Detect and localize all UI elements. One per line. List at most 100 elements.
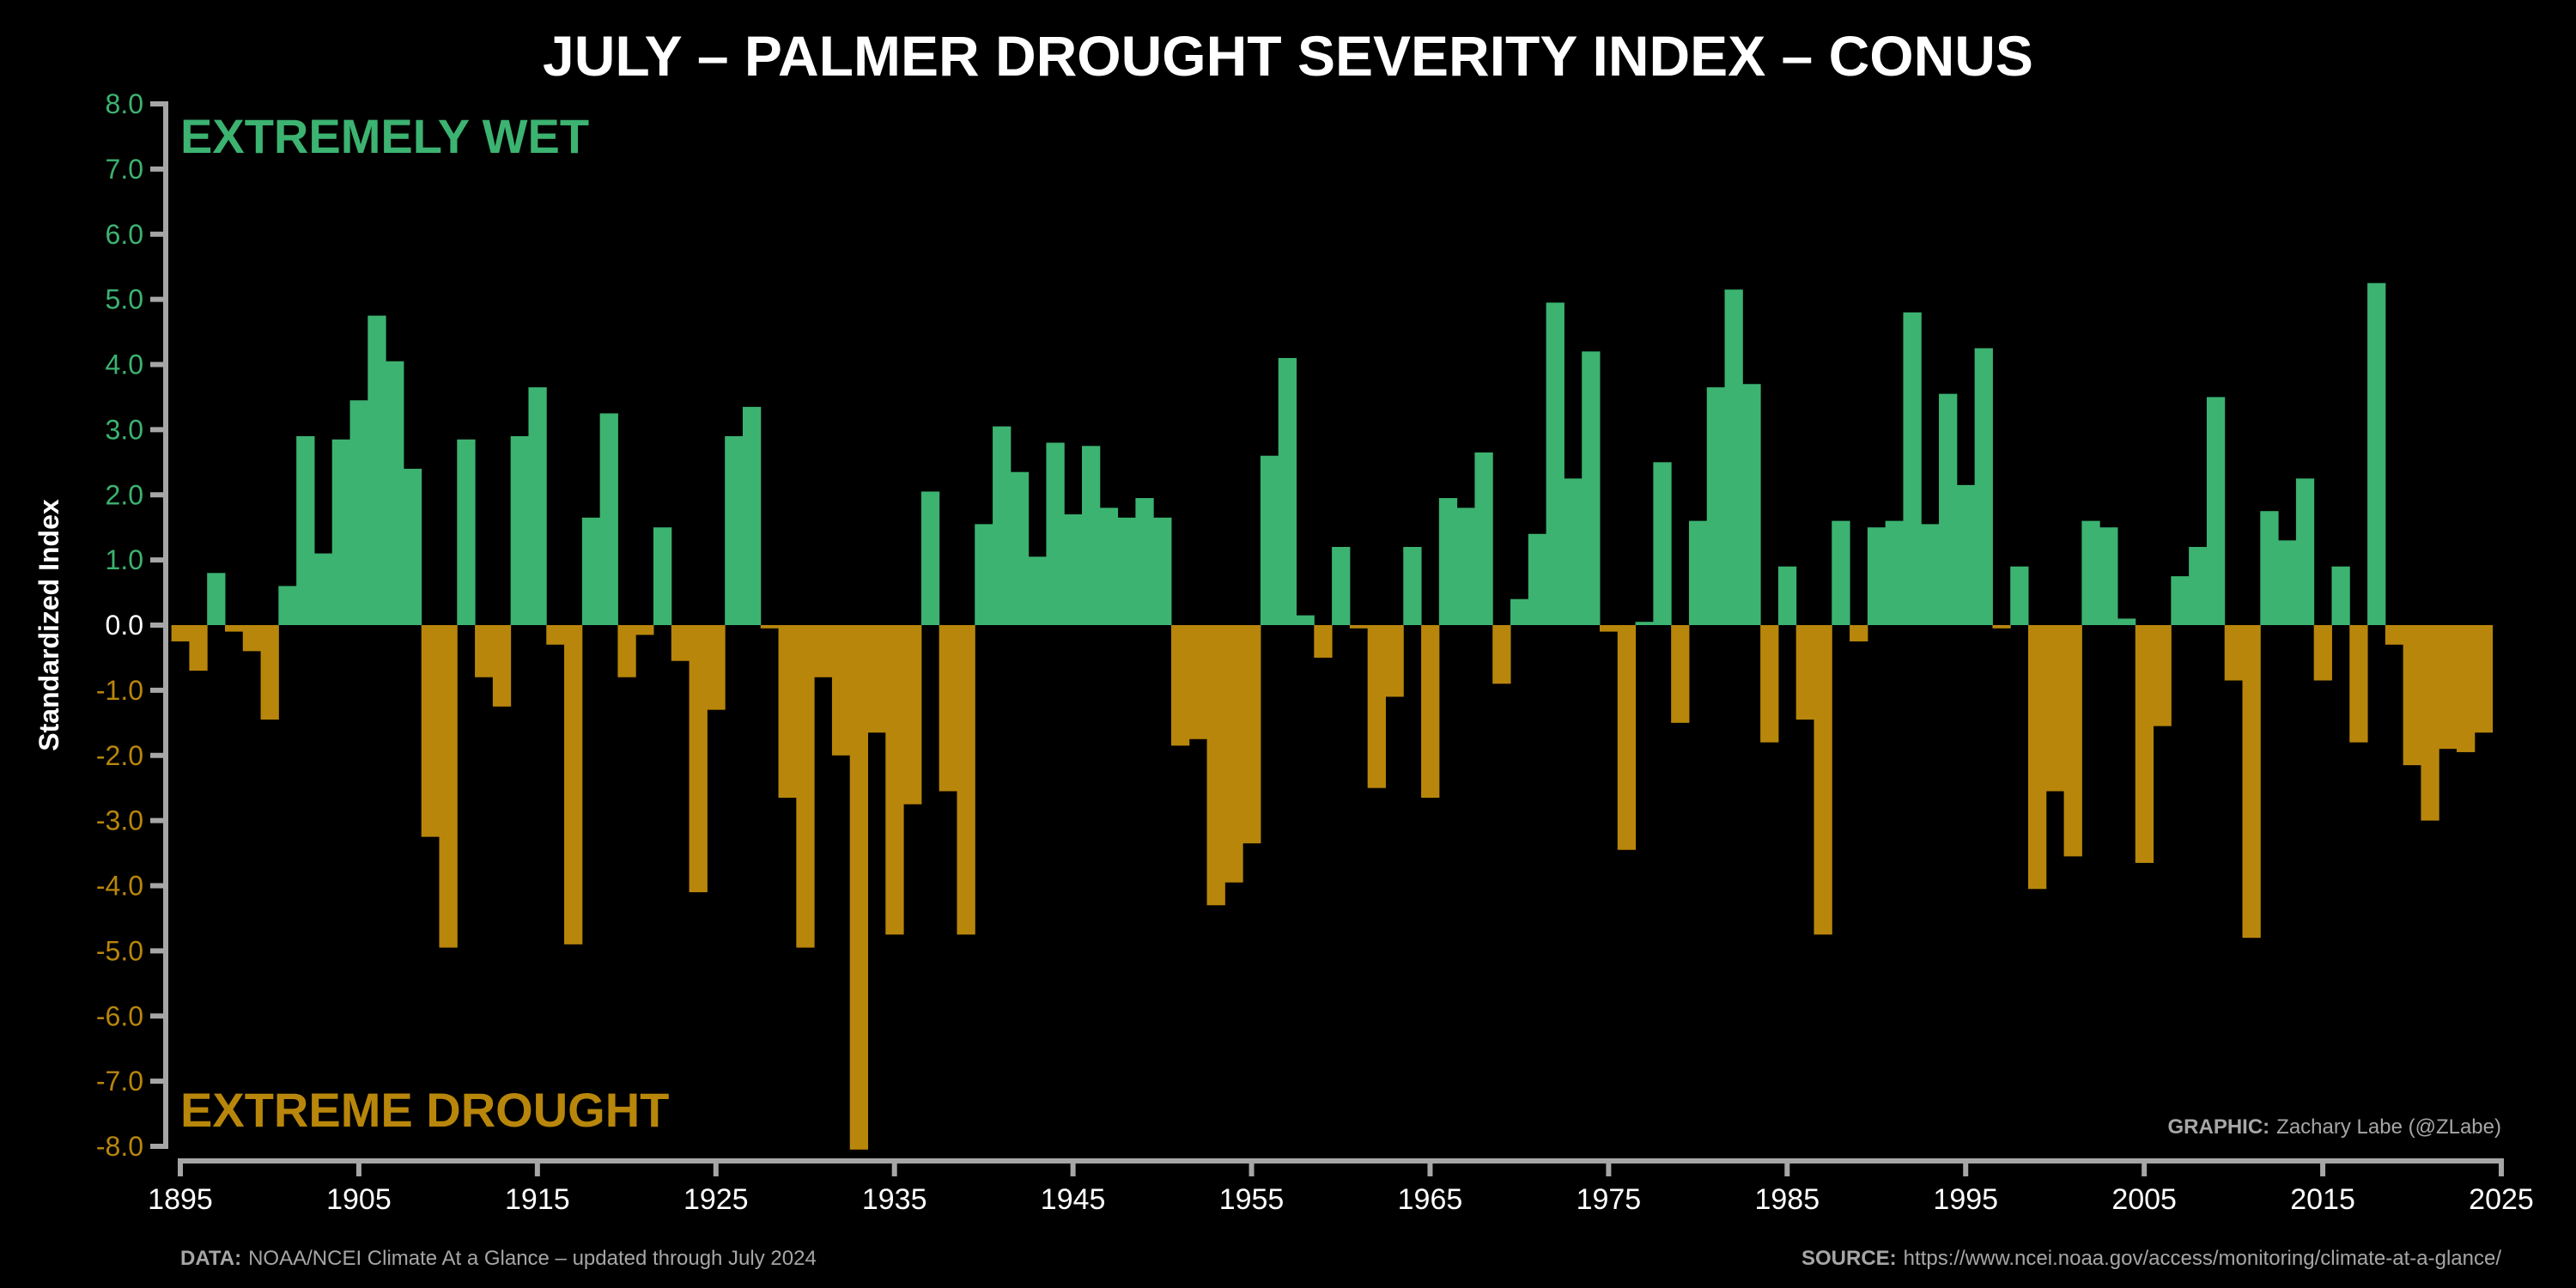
bar-1970 <box>1510 598 1529 625</box>
bar-1912 <box>475 625 494 677</box>
bar-1993 <box>1921 524 1940 625</box>
bar-1958 <box>1296 615 1315 625</box>
x-tick-label: 1975 <box>1577 1183 1642 1216</box>
bar-1947 <box>1099 507 1119 625</box>
bar-2018 <box>2367 283 2386 625</box>
bar-1997 <box>1992 625 2011 629</box>
y-axis: 8.0 7.0 6.0 5.0 4.0 3.0 2.0 1.0 0.0 -1.0 -2.0 -3.0 -… <box>96 88 168 1162</box>
y-tick-label: 3.0 <box>106 414 143 445</box>
bar-1971 <box>1528 533 1547 625</box>
x-tick-label: 1965 <box>1398 1183 1463 1216</box>
bar-2012 <box>2260 511 2279 625</box>
bar-1967 <box>1456 507 1475 625</box>
y-tick-label: 7.0 <box>106 154 143 185</box>
bar-1921 <box>635 625 654 635</box>
bar-1961 <box>1349 625 1369 629</box>
bar-2015 <box>2313 625 2332 681</box>
bar-1941 <box>993 426 1012 625</box>
y-tick-label: -7.0 <box>96 1066 143 1097</box>
y-tick-label: 4.0 <box>106 349 143 380</box>
bar-1980 <box>1688 520 1708 625</box>
bar-1964 <box>1403 546 1422 625</box>
bar-1954 <box>1224 625 1243 883</box>
bar-1966 <box>1438 498 1458 625</box>
bar-1951 <box>1170 625 1190 746</box>
y-tick-label: 8.0 <box>106 88 143 119</box>
x-tick-label: 1945 <box>1041 1183 1106 1216</box>
bar-1922 <box>653 527 672 625</box>
bar-2002 <box>2081 520 2100 625</box>
bar-1962 <box>1367 625 1386 788</box>
bars-group <box>171 283 2494 1150</box>
bar-1992 <box>1903 312 1922 625</box>
bar-1953 <box>1206 625 1225 906</box>
bar-1982 <box>1724 289 1743 625</box>
bar-2010 <box>2224 625 2244 681</box>
bar-1955 <box>1242 625 1261 844</box>
bar-1935 <box>885 625 904 935</box>
bar-2003 <box>2099 527 2118 625</box>
data-credit-label: DATA: <box>180 1247 241 1270</box>
source-credit-text: https://www.ncei.noaa.gov/access/monitor… <box>1904 1247 2502 1270</box>
x-tick-label: 1995 <box>1933 1183 1998 1216</box>
data-credit-text: NOAA/NCEI Climate At a Glance – updated … <box>248 1247 817 1270</box>
bar-1913 <box>492 625 512 707</box>
bar-2008 <box>2189 546 2208 625</box>
bar-1938 <box>939 625 957 792</box>
bar-1984 <box>1760 625 1779 743</box>
bar-2013 <box>2278 540 2297 625</box>
bar-1895 <box>171 625 190 641</box>
bar-2006 <box>2153 625 2172 726</box>
bar-1924 <box>689 625 708 893</box>
bar-1977 <box>1635 622 1654 625</box>
bar-1995 <box>1956 484 1976 625</box>
bar-1999 <box>2028 625 2047 890</box>
y-tick-label: -4.0 <box>96 871 143 902</box>
annotation-extreme-drought: EXTREME DROUGHT <box>180 1083 669 1137</box>
bar-1968 <box>1474 452 1493 625</box>
bar-1944 <box>1046 442 1065 625</box>
bar-2009 <box>2206 397 2226 625</box>
bar-1949 <box>1135 498 1154 625</box>
bar-1998 <box>2010 566 2029 625</box>
bar-1942 <box>1010 471 1030 625</box>
bar-1932 <box>831 625 851 756</box>
y-tick-label: 5.0 <box>106 284 143 315</box>
bar-1978 <box>1653 462 1672 625</box>
bar-1975 <box>1599 625 1619 632</box>
x-tick-label: 1915 <box>505 1183 570 1216</box>
bar-1896 <box>189 625 208 671</box>
bar-1965 <box>1421 625 1440 799</box>
bar-2019 <box>2385 625 2404 645</box>
y-tick-label: 2.0 <box>106 479 143 510</box>
bar-2016 <box>2331 566 2350 625</box>
x-tick-label: 1925 <box>683 1183 749 1216</box>
x-tick-label: 2005 <box>2111 1183 2177 1216</box>
bar-1925 <box>707 625 726 710</box>
y-tick-label: 0.0 <box>106 610 143 641</box>
y-tick-label: -3.0 <box>96 805 143 836</box>
graphic-credit-text: Zachary Labe (@ZLabe) <box>2276 1115 2501 1139</box>
bar-1973 <box>1564 478 1583 625</box>
bar-1898 <box>224 625 244 632</box>
bar-1933 <box>849 625 868 1150</box>
bar-1930 <box>796 625 815 948</box>
bar-1985 <box>1777 566 1797 625</box>
bar-1927 <box>742 406 762 625</box>
bar-1946 <box>1082 446 1101 625</box>
bar-1910 <box>439 625 458 948</box>
y-tick-label: -1.0 <box>96 675 143 706</box>
source-credit: SOURCE: https://www.ncei.noaa.gov/access/… <box>1801 1247 2501 1270</box>
bar-2017 <box>2349 625 2368 743</box>
bar-2001 <box>2063 625 2082 857</box>
bar-2020 <box>2403 625 2421 766</box>
bar-1936 <box>903 625 922 805</box>
bar-2014 <box>2295 478 2315 625</box>
bar-1983 <box>1742 384 1761 625</box>
bar-1899 <box>242 625 262 652</box>
x-axis: 1895 1905 1915 1925 1935 1945 1955 1965 1975 1985… <box>148 1158 2534 1216</box>
bar-1994 <box>1939 393 1958 625</box>
bar-1943 <box>1028 556 1047 625</box>
x-tick-label: 1895 <box>148 1183 213 1216</box>
